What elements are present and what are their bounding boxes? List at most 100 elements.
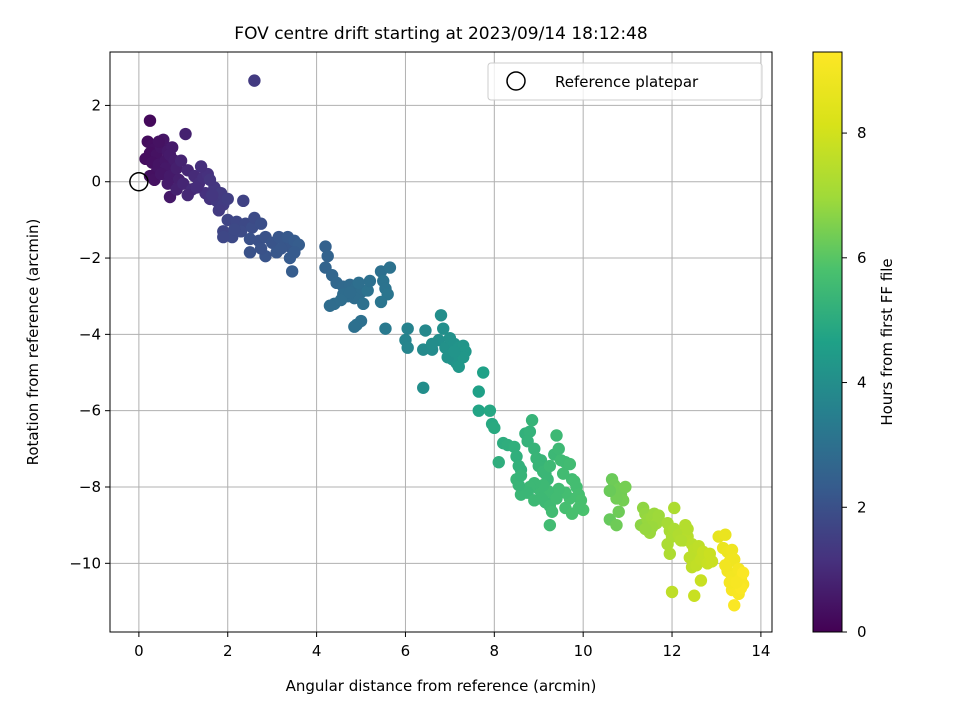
reference-point [129, 171, 149, 192]
data-point [228, 223, 241, 236]
data-point [545, 505, 559, 519]
data-point [374, 295, 388, 309]
data-point [334, 293, 348, 307]
reference-platepar-marker [129, 171, 149, 192]
data-point [663, 547, 677, 560]
data-point [563, 457, 577, 471]
data-point [177, 177, 190, 190]
x-tick-label: 8 [490, 642, 500, 660]
data-point [425, 337, 439, 351]
data-point [319, 240, 332, 253]
data-point [143, 114, 157, 127]
data-point [452, 360, 465, 374]
data-point [688, 589, 701, 602]
data-point [619, 480, 632, 494]
data-point [556, 467, 570, 480]
grid [110, 52, 772, 632]
colorbar-tick-label: 6 [857, 249, 867, 267]
colorbar-ticks: 0 2 4 6 8 [842, 124, 867, 641]
data-point [719, 559, 732, 572]
data-point [483, 404, 497, 417]
data-point [681, 522, 694, 536]
data-point [248, 74, 261, 87]
y-tick-label: −10 [69, 554, 101, 572]
data-point [665, 585, 679, 599]
data-point [434, 309, 448, 322]
data-point [254, 242, 268, 255]
data-point [348, 320, 361, 333]
data-point [472, 404, 485, 417]
x-tick-label: 0 [134, 642, 144, 660]
data-point [543, 518, 557, 532]
data-point [285, 265, 299, 278]
data-point [212, 204, 226, 217]
data-point [321, 249, 334, 263]
data-point [514, 488, 528, 501]
data-point [705, 555, 719, 568]
data-point [725, 543, 739, 557]
y-tick-label: −2 [79, 249, 101, 267]
colorbar-tick-label: 4 [857, 374, 867, 392]
data-point [161, 177, 174, 190]
data-point [221, 192, 234, 206]
legend: Reference platepar [487, 62, 763, 101]
data-point [217, 230, 230, 244]
y-tick-label: 2 [91, 96, 101, 114]
data-point [550, 492, 563, 505]
data-point [543, 459, 557, 473]
data-point [361, 284, 374, 297]
data-point [288, 246, 301, 259]
data-point [488, 421, 501, 435]
data-point [274, 242, 288, 255]
x-axis-ticks: 0 2 4 6 8 10 12 14 [134, 632, 770, 660]
colorbar-tick-label: 0 [857, 623, 867, 641]
data-point [448, 345, 461, 358]
data-point [205, 188, 219, 202]
data-point [203, 173, 217, 187]
data-point [603, 484, 617, 498]
data-point [383, 261, 397, 274]
data-point [401, 341, 414, 354]
data-point [237, 194, 250, 208]
data-point [174, 154, 188, 167]
x-tick-label: 12 [662, 642, 681, 660]
data-point [323, 299, 337, 312]
data-point [674, 534, 688, 547]
colorbar: 0 2 4 6 8 Hours from first FF file [812, 51, 896, 641]
colorbar-label: Hours from first FF file [878, 258, 896, 425]
data-point [552, 442, 565, 456]
data-point [343, 286, 357, 299]
data-point [417, 381, 430, 394]
data-point [525, 414, 539, 427]
data-point [152, 135, 166, 148]
y-tick-label: −6 [79, 402, 101, 420]
data-point [401, 322, 414, 335]
colorbar-tick-label: 8 [857, 124, 867, 142]
y-tick-label: −4 [79, 325, 101, 343]
data-point [528, 442, 541, 456]
data-point [477, 366, 490, 379]
data-point [719, 528, 732, 541]
data-point [472, 385, 485, 398]
y-tick-label: 0 [91, 173, 101, 191]
data-point [194, 160, 208, 173]
data-point [492, 455, 505, 469]
data-point [437, 322, 450, 335]
data-point [419, 324, 432, 337]
data-point [254, 217, 268, 230]
x-tick-label: 6 [401, 642, 411, 660]
data-point [694, 574, 708, 587]
colorbar-tick-label: 2 [857, 498, 867, 516]
data-point [363, 274, 377, 288]
data-point [508, 440, 521, 454]
data-point [612, 505, 625, 519]
y-axis-label: Rotation from reference (arcmin) [24, 219, 42, 466]
data-point [610, 518, 623, 532]
plot-frame [109, 51, 773, 633]
data-point [379, 322, 392, 335]
x-tick-label: 4 [312, 642, 322, 660]
data-point [190, 181, 203, 194]
data-point [730, 576, 743, 589]
data-point [523, 425, 537, 438]
